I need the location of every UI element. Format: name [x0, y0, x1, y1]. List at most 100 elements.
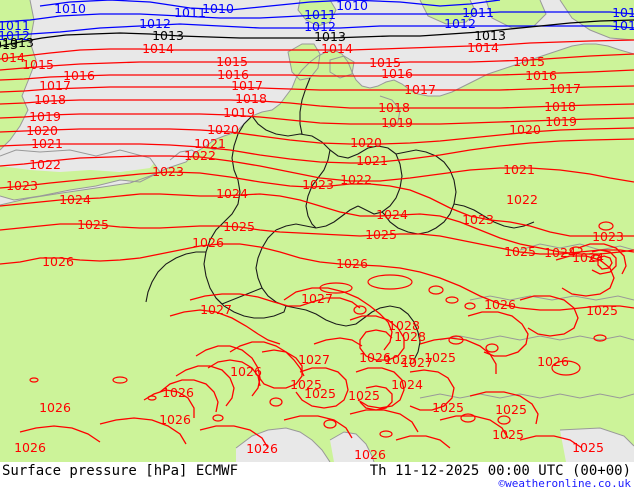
isobar-label: 1024	[391, 377, 423, 392]
isobar-label: 1026	[230, 364, 262, 379]
isobar-label: 1019	[381, 115, 413, 130]
isobar-label: 1023	[6, 178, 38, 193]
isobar-1013	[0, 19, 634, 47]
isobar-label: 1014	[321, 41, 353, 56]
isobar-label: 1028	[388, 318, 420, 333]
isobar-label: 1024	[59, 192, 91, 207]
isobar-labels: 1010101010101011101110111011101110121012…	[0, 0, 634, 462]
isobar-label: 1013	[474, 28, 506, 43]
isobar-label: 1024	[572, 250, 604, 265]
isobar-label: 1016	[63, 68, 95, 83]
isobar-label: 1010	[336, 0, 368, 13]
isobar-label: 1026	[359, 350, 391, 365]
isobar-label: 1025	[504, 244, 536, 259]
isobar-label: 1011	[612, 5, 634, 20]
isobar-label: 1018	[378, 100, 410, 115]
isobar-label: 1019	[545, 114, 577, 129]
isobar-label: 1017	[404, 82, 436, 97]
isobar-label: 1018	[235, 91, 267, 106]
isobar-label: 1023	[302, 177, 334, 192]
adriatic-sea	[330, 432, 374, 462]
footer-bar: Surface pressure [hPa] ECMWF Th 11-12-20…	[0, 462, 634, 490]
isobar-label: 1021	[31, 136, 63, 151]
valid-time: Th 11-12-2025 00:00 UTC (00+00)	[369, 463, 631, 479]
isobar-label: 1011	[462, 5, 494, 20]
isobar-label: 1026	[354, 447, 386, 462]
isobar-label: 1012	[612, 18, 634, 33]
isobar-label: 1010	[202, 1, 234, 16]
isobar-label: 1027	[200, 302, 232, 317]
isobar-label: 1026	[14, 440, 46, 455]
isobar-label: 1026	[42, 254, 74, 269]
isobar-label: 1019	[29, 109, 61, 124]
isobars-high	[0, 39, 634, 311]
isobar-label: 1020	[509, 122, 541, 137]
isobar-label: 1023	[592, 229, 624, 244]
isobar-label: 1013	[2, 35, 34, 50]
isobar-label: 1025	[432, 400, 464, 415]
isobar-label: 1020	[350, 135, 382, 150]
isobar-label: 1010	[54, 1, 86, 16]
isobar-label: 1022	[506, 192, 538, 207]
isobar-label: 1015	[513, 54, 545, 69]
isobar-label: 1027	[298, 352, 330, 367]
isobar-label: 1017	[39, 78, 71, 93]
black-sea-corner	[560, 428, 634, 462]
isobar-label: 1022	[29, 157, 61, 172]
isobar-label: 1022	[184, 148, 216, 163]
isobar-label: 1028	[394, 329, 426, 344]
isobar-label: 1016	[381, 66, 413, 81]
isobar-label: 1017	[549, 81, 581, 96]
isobar-label: 1015	[369, 55, 401, 70]
isobar-label: 1026	[162, 385, 194, 400]
isobars-alpine	[19, 243, 627, 449]
isobar-label: 1025	[424, 350, 456, 365]
isobar-label: 1025	[77, 217, 109, 232]
isobar-label: 1023	[152, 164, 184, 179]
isobar-label: 1025	[495, 402, 527, 417]
map-canvas[interactable]: 1010101010101011101110111011101110121012…	[0, 0, 634, 462]
isobar-label: 1025	[223, 219, 255, 234]
isobar-label: 1025	[384, 352, 416, 367]
isobar-label: 1020	[207, 122, 239, 137]
isobar-label: 1025	[365, 227, 397, 242]
isobar-label: 1012	[0, 28, 30, 43]
isobar-label: 1026	[537, 354, 569, 369]
isobar-label: 1024	[544, 245, 576, 260]
isobar-closed-cells	[29, 221, 614, 438]
isobar-label: 1013	[152, 28, 184, 43]
isobar-label: 1012	[139, 16, 171, 31]
copyright-credit: ©weatheronline.co.uk	[498, 477, 631, 490]
isobar-label: 1027	[401, 355, 433, 370]
map-title: Surface pressure [hPa] ECMWF	[2, 463, 239, 479]
isobar-label: 1026	[192, 235, 224, 250]
isobar-label: 1025	[348, 388, 380, 403]
isobar-label: 1019	[223, 105, 255, 120]
isobar-label: 1013	[314, 29, 346, 44]
isobar-label: 1024	[376, 207, 408, 222]
isobar-label: 1021	[503, 162, 535, 177]
isobar-label: 1026	[159, 412, 191, 427]
isobar-label: 1025	[586, 303, 618, 318]
isobar-label: 1022	[340, 172, 372, 187]
isobar-label: 1025	[290, 377, 322, 392]
isobar-label: 1018	[544, 99, 576, 114]
isobar-label: 1023	[462, 212, 494, 227]
isobar-label: 1016	[525, 68, 557, 83]
isobar-label: 1025	[492, 427, 524, 442]
isobar-label: 1018	[34, 92, 66, 107]
isobar-label: 1014	[467, 40, 499, 55]
isobar-label: 1015	[216, 54, 248, 69]
isobar-label: 1013	[0, 37, 18, 52]
isobar-label: 1016	[217, 67, 249, 82]
isobar-label: 1025	[304, 386, 336, 401]
isobar-label: 1011	[174, 5, 206, 20]
isobar-label: 1011	[0, 18, 30, 33]
isobar-label: 1015	[22, 57, 54, 72]
isobar-label: 1021	[356, 153, 388, 168]
isobar-label: 1011	[304, 7, 336, 22]
pressure-contour-map[interactable]: 1010101010101011101110111011101110121012…	[0, 0, 634, 462]
isobar-label: 1026	[336, 256, 368, 271]
isobar-label: 1014	[142, 41, 174, 56]
